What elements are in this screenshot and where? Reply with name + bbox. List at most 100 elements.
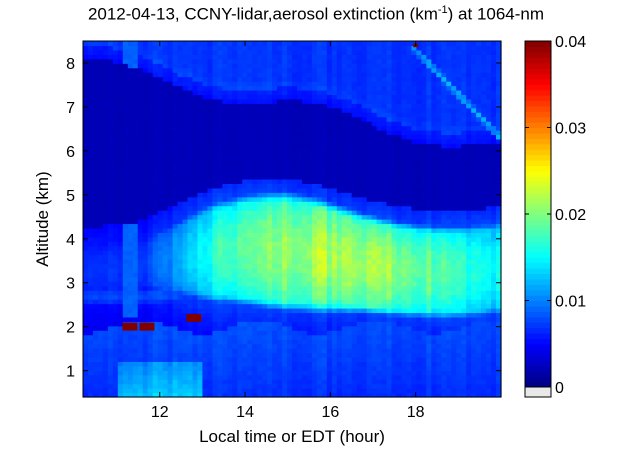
heatmap-cell bbox=[112, 147, 119, 153]
heatmap-cell bbox=[172, 116, 179, 122]
heatmap-cell bbox=[167, 245, 174, 251]
heatmap-cell bbox=[112, 383, 119, 389]
heatmap-cell bbox=[222, 236, 228, 242]
heatmap-cell bbox=[83, 236, 89, 242]
heatmap-cell bbox=[351, 67, 358, 73]
heatmap-cell bbox=[122, 330, 129, 336]
heatmap-cell bbox=[157, 308, 164, 314]
heatmap-cell bbox=[132, 312, 139, 318]
heatmap-cell bbox=[83, 161, 89, 167]
heatmap-cell bbox=[371, 214, 378, 220]
heatmap-cell bbox=[296, 365, 303, 371]
heatmap-cell bbox=[227, 196, 233, 202]
heatmap-cell bbox=[366, 290, 373, 296]
heatmap-cell bbox=[391, 388, 398, 394]
heatmap-cell bbox=[292, 103, 298, 109]
heatmap-cell bbox=[97, 205, 104, 211]
heatmap-cell bbox=[311, 67, 318, 73]
heatmap-cell bbox=[207, 223, 213, 229]
heatmap-cell bbox=[157, 103, 164, 109]
heatmap-cell bbox=[122, 259, 129, 265]
heatmap-cell bbox=[87, 178, 94, 184]
heatmap-cell bbox=[346, 272, 353, 278]
heatmap-cell bbox=[187, 388, 194, 394]
heatmap-cell bbox=[112, 103, 119, 109]
heatmap-cell bbox=[331, 254, 338, 260]
heatmap-cell bbox=[207, 116, 213, 122]
heatmap-cell bbox=[102, 201, 109, 207]
heatmap-cell bbox=[127, 316, 134, 322]
heatmap-cell bbox=[306, 227, 313, 233]
heatmap-cell bbox=[356, 196, 363, 202]
heatmap-cell bbox=[321, 370, 328, 376]
heatmap-cell bbox=[282, 370, 288, 376]
heatmap-cell bbox=[232, 85, 238, 91]
heatmap-cell bbox=[356, 94, 363, 100]
heatmap-cell bbox=[282, 85, 288, 91]
heatmap-cell bbox=[386, 267, 393, 273]
heatmap-cell bbox=[182, 138, 189, 144]
heatmap-cell bbox=[177, 210, 184, 216]
heatmap-cell bbox=[247, 58, 253, 64]
heatmap-cell bbox=[277, 85, 283, 91]
heatmap-cell bbox=[102, 343, 109, 349]
heatmap-cell bbox=[336, 272, 343, 278]
heatmap-cell bbox=[232, 348, 238, 354]
heatmap-cell bbox=[197, 125, 204, 131]
heatmap-cell bbox=[316, 343, 323, 349]
heatmap-cell bbox=[167, 352, 174, 358]
heatmap-cell bbox=[222, 85, 228, 91]
heatmap-cell bbox=[321, 388, 328, 394]
heatmap-cell bbox=[107, 250, 114, 256]
heatmap-cell bbox=[132, 276, 139, 282]
heatmap-cell bbox=[277, 183, 283, 189]
heatmap-cell bbox=[262, 201, 268, 207]
heatmap-cell bbox=[107, 54, 114, 60]
heatmap-cell bbox=[257, 254, 263, 260]
heatmap-cell bbox=[282, 294, 288, 300]
heatmap-cell bbox=[172, 103, 179, 109]
heatmap-cell bbox=[257, 303, 263, 309]
heatmap-cell bbox=[83, 107, 89, 113]
heatmap-cell bbox=[321, 356, 328, 362]
heatmap-cell bbox=[351, 356, 358, 362]
heatmap-cell bbox=[386, 374, 393, 380]
heatmap-cell bbox=[311, 143, 318, 149]
heatmap-cell bbox=[341, 254, 348, 260]
heatmap-cell bbox=[257, 178, 263, 184]
heatmap-cell bbox=[162, 187, 169, 193]
heatmap-cell bbox=[107, 156, 114, 162]
heatmap-cell bbox=[371, 76, 378, 82]
heatmap-cell bbox=[262, 76, 268, 82]
heatmap-cell bbox=[326, 94, 333, 100]
heatmap-cell bbox=[162, 379, 169, 385]
heatmap-cell bbox=[311, 121, 318, 127]
heatmap-cell bbox=[292, 281, 298, 287]
heatmap-cell bbox=[296, 125, 303, 131]
heatmap-cell bbox=[371, 125, 378, 131]
heatmap-cell bbox=[132, 214, 139, 220]
heatmap-cell bbox=[336, 178, 343, 184]
heatmap-cell bbox=[232, 174, 238, 180]
heatmap-cell bbox=[262, 205, 268, 211]
heatmap-cell bbox=[311, 348, 318, 354]
heatmap-cell bbox=[112, 365, 119, 371]
heatmap-cell bbox=[247, 303, 253, 309]
heatmap-cell bbox=[97, 236, 104, 242]
heatmap-cell bbox=[217, 116, 223, 122]
heatmap-cell bbox=[267, 81, 273, 87]
heatmap-cell bbox=[217, 178, 223, 184]
heatmap-cell bbox=[331, 374, 338, 380]
heatmap-cell bbox=[207, 245, 213, 251]
heatmap-cell bbox=[192, 236, 199, 242]
heatmap-cell bbox=[381, 308, 388, 314]
heatmap-cell bbox=[252, 334, 258, 340]
heatmap-cell bbox=[351, 352, 358, 358]
heatmap-cell bbox=[316, 214, 323, 220]
heatmap-cell bbox=[346, 281, 353, 287]
heatmap-cell bbox=[242, 125, 248, 131]
heatmap-cell bbox=[182, 392, 189, 398]
heatmap-cell bbox=[341, 72, 348, 78]
heatmap-cell bbox=[277, 196, 283, 202]
heatmap-cell bbox=[207, 210, 213, 216]
